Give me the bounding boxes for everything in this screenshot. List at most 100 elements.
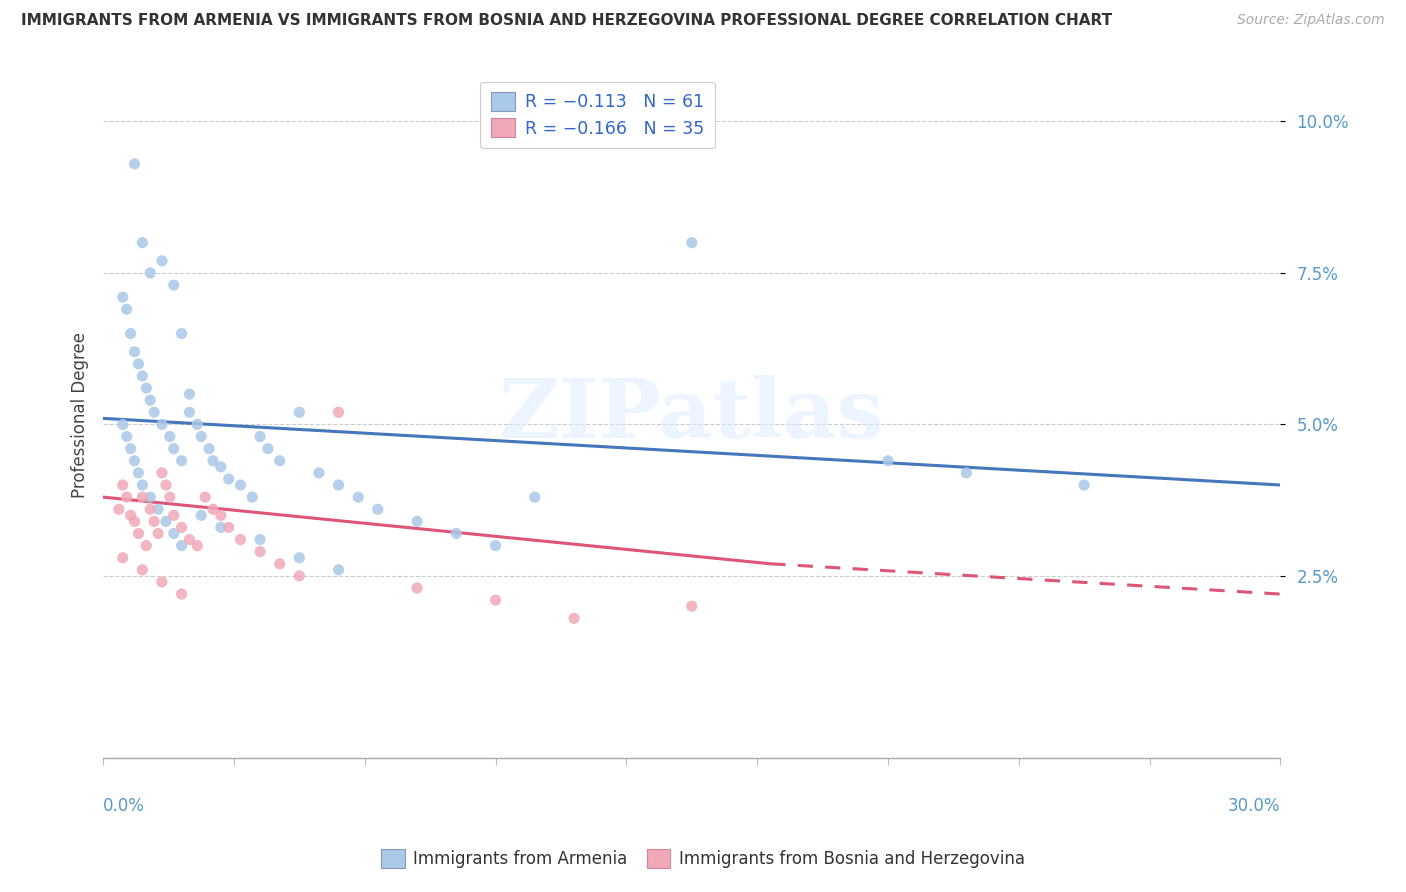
- Point: [209, 459, 232, 474]
- Point: [249, 429, 271, 443]
- Point: [328, 478, 350, 492]
- Point: [127, 357, 149, 371]
- Point: [218, 520, 240, 534]
- Point: [288, 405, 311, 419]
- Text: IMMIGRANTS FROM ARMENIA VS IMMIGRANTS FROM BOSNIA AND HERZEGOVINA PROFESSIONAL D: IMMIGRANTS FROM ARMENIA VS IMMIGRANTS FR…: [21, 13, 1112, 29]
- Point: [186, 417, 208, 432]
- Point: [124, 157, 146, 171]
- Point: [249, 544, 271, 558]
- Point: [179, 405, 201, 419]
- Point: [328, 563, 350, 577]
- Point: [229, 478, 252, 492]
- Point: [127, 526, 149, 541]
- Point: [139, 393, 162, 408]
- Point: [131, 478, 153, 492]
- Point: [139, 502, 162, 516]
- Point: [150, 466, 173, 480]
- Point: [209, 508, 232, 523]
- Point: [163, 526, 186, 541]
- Text: 0.0%: 0.0%: [103, 797, 145, 814]
- Point: [194, 490, 217, 504]
- Point: [120, 508, 142, 523]
- Point: [146, 526, 169, 541]
- Text: 30.0%: 30.0%: [1227, 797, 1281, 814]
- Point: [218, 472, 240, 486]
- Point: [170, 326, 193, 341]
- Text: ZIPatlas: ZIPatlas: [499, 376, 884, 455]
- Point: [179, 533, 201, 547]
- Point: [198, 442, 221, 456]
- Point: [523, 490, 546, 504]
- Point: [150, 253, 173, 268]
- Point: [209, 520, 232, 534]
- Point: [139, 266, 162, 280]
- Point: [240, 490, 263, 504]
- Point: [143, 405, 166, 419]
- Point: [120, 442, 142, 456]
- Point: [124, 514, 146, 528]
- Point: [111, 478, 134, 492]
- Point: [681, 599, 703, 614]
- Point: [562, 611, 585, 625]
- Point: [170, 539, 193, 553]
- Point: [108, 502, 131, 516]
- Point: [347, 490, 370, 504]
- Point: [170, 520, 193, 534]
- Point: [163, 278, 186, 293]
- Point: [163, 442, 186, 456]
- Point: [115, 490, 138, 504]
- Point: [115, 429, 138, 443]
- Point: [124, 454, 146, 468]
- Point: [131, 563, 153, 577]
- Point: [186, 539, 208, 553]
- Point: [146, 502, 169, 516]
- Point: [111, 290, 134, 304]
- Point: [131, 368, 153, 383]
- Point: [150, 417, 173, 432]
- Y-axis label: Professional Degree: Professional Degree: [72, 333, 89, 499]
- Point: [484, 593, 506, 607]
- Point: [163, 508, 186, 523]
- Point: [269, 557, 291, 571]
- Point: [111, 550, 134, 565]
- Point: [229, 533, 252, 547]
- Point: [201, 454, 224, 468]
- Point: [170, 454, 193, 468]
- Point: [111, 417, 134, 432]
- Point: [288, 569, 311, 583]
- Point: [955, 466, 977, 480]
- Point: [155, 478, 177, 492]
- Legend: R = −0.113   N = 61, R = −0.166   N = 35: R = −0.113 N = 61, R = −0.166 N = 35: [481, 82, 716, 148]
- Text: Source: ZipAtlas.com: Source: ZipAtlas.com: [1237, 13, 1385, 28]
- Point: [406, 581, 429, 595]
- Point: [367, 502, 389, 516]
- Point: [1073, 478, 1095, 492]
- Point: [269, 454, 291, 468]
- Point: [135, 539, 157, 553]
- Point: [170, 587, 193, 601]
- Point: [135, 381, 157, 395]
- Point: [484, 539, 506, 553]
- Point: [681, 235, 703, 250]
- Point: [257, 442, 280, 456]
- Point: [150, 574, 173, 589]
- Point: [115, 302, 138, 317]
- Point: [201, 502, 224, 516]
- Legend: Immigrants from Armenia, Immigrants from Bosnia and Herzegovina: Immigrants from Armenia, Immigrants from…: [374, 843, 1032, 875]
- Point: [249, 533, 271, 547]
- Point: [308, 466, 330, 480]
- Point: [328, 405, 350, 419]
- Point: [143, 514, 166, 528]
- Point: [446, 526, 468, 541]
- Point: [120, 326, 142, 341]
- Point: [124, 344, 146, 359]
- Point: [139, 490, 162, 504]
- Point: [159, 429, 181, 443]
- Point: [127, 466, 149, 480]
- Point: [159, 490, 181, 504]
- Point: [179, 387, 201, 401]
- Point: [190, 508, 212, 523]
- Point: [877, 454, 900, 468]
- Point: [131, 235, 153, 250]
- Point: [406, 514, 429, 528]
